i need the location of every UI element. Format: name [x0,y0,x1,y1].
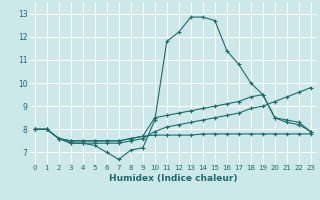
X-axis label: Humidex (Indice chaleur): Humidex (Indice chaleur) [108,174,237,183]
